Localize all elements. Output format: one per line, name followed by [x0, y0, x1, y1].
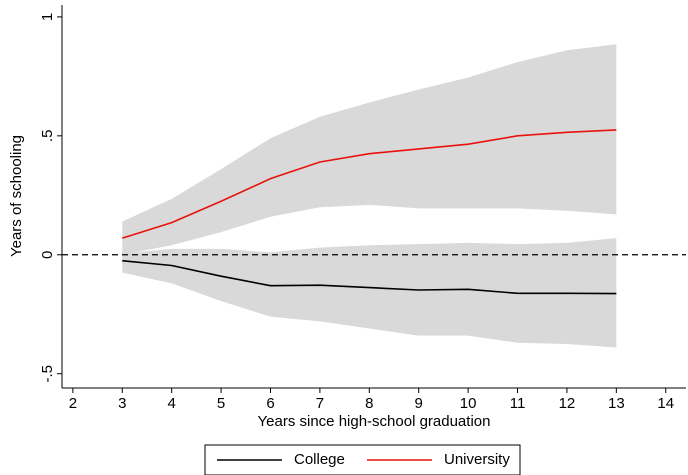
x-tick-label: 3	[118, 395, 126, 412]
y-tick-label: .5	[39, 130, 56, 143]
x-axis-label: Years since high-school graduation	[258, 413, 491, 430]
legend-label: College	[294, 451, 345, 468]
series-line	[122, 129, 617, 239]
legend-label: University	[444, 451, 510, 468]
confidence-band	[122, 238, 617, 348]
y-tick-label: -.5	[39, 365, 56, 383]
x-tick-label: 13	[608, 395, 625, 412]
x-tick-label: 12	[559, 395, 576, 412]
x-tick-label: 14	[657, 395, 674, 412]
y-axis-label: Years of schooling	[8, 135, 25, 257]
x-tick-label: 8	[365, 395, 373, 412]
x-tick-label: 4	[168, 395, 176, 412]
y-tick-label: 0	[39, 251, 56, 259]
x-tick-label: 2	[69, 395, 77, 412]
y-tick-label: 1	[39, 13, 56, 21]
x-tick-label: 9	[415, 395, 423, 412]
x-tick-label: 11	[510, 395, 526, 412]
confidence-band	[122, 44, 617, 255]
x-tick-label: 6	[266, 395, 274, 412]
series-line	[122, 259, 617, 295]
x-tick-label: 5	[217, 395, 225, 412]
x-tick-label: 7	[316, 395, 324, 412]
x-tick-label: 10	[460, 395, 477, 412]
